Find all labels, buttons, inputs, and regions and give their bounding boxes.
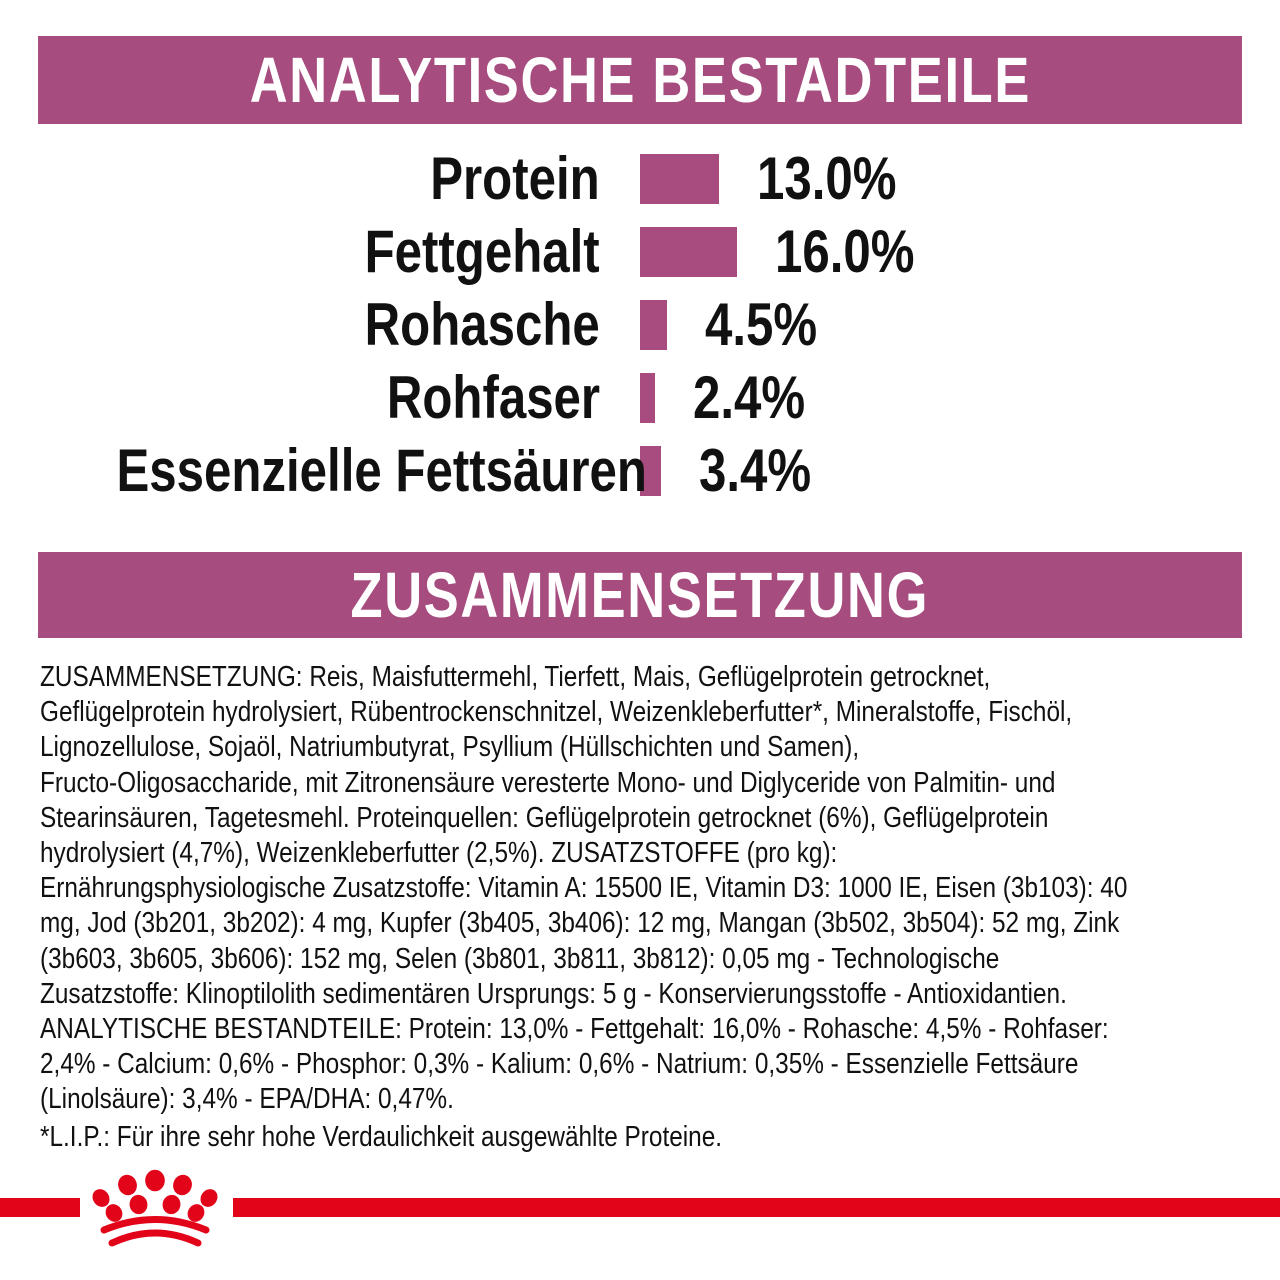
crown-paw-icon xyxy=(92,1169,218,1247)
chart-row: Rohasche 4.5% xyxy=(0,295,1280,355)
composition-text: ZUSAMMENSETZUNG: Reis, Maisfuttermehl, T… xyxy=(40,660,1270,1118)
composition-line: mg, Jod (3b201, 3b202): 4 mg, Kupfer (3b… xyxy=(40,907,1120,940)
chart-row: Protein 13.0% xyxy=(0,149,1280,209)
chart-row-bar xyxy=(640,300,668,350)
composition-line: Ernährungsphysiologische Zusatzstoffe: V… xyxy=(40,872,1128,905)
royal-canin-crown-logo xyxy=(90,1168,220,1250)
footer-red-line-left xyxy=(0,1198,80,1217)
chart-row-value: 13.0% xyxy=(756,145,897,212)
chart-row-bar xyxy=(640,154,719,204)
analytical-bar-chart: Protein 13.0% Fettgehalt 16.0% Rohasche … xyxy=(0,149,1280,519)
chart-row-value: 2.4% xyxy=(692,364,805,431)
chart-row-value: 16.0% xyxy=(775,218,915,285)
composition-line: Lignozellulose, Sojaöl, Natriumbutyrat, … xyxy=(40,731,860,764)
composition-line: Zusatzstoffe: Klinoptilolith sedimentäre… xyxy=(40,977,1067,1010)
composition-line: (Linolsäure): 3,4% - EPA/DHA: 0,47%. xyxy=(40,1083,454,1116)
analytical-banner: ANALYTISCHE BESTADTEILE xyxy=(38,36,1242,124)
chart-row-label: Protein xyxy=(430,145,600,212)
composition-line: ANALYTISCHE BESTANDTEILE: Protein: 13,0%… xyxy=(40,1013,1109,1046)
composition-line: Stearinsäuren, Tagetesmehl. Proteinquell… xyxy=(40,801,1049,834)
chart-row: Essenzielle Fettsäuren 3.4% xyxy=(0,441,1280,501)
chart-row: Rohfaser 2.4% xyxy=(0,368,1280,428)
chart-row-bar xyxy=(640,227,738,277)
composition-line: 2,4% - Calcium: 0,6% - Phosphor: 0,3% - … xyxy=(40,1048,1079,1081)
lip-footnote: *L.I.P.: Für ihre sehr hohe Verdaulichke… xyxy=(40,1121,723,1153)
composition-line: (3b603, 3b605, 3b606): 152 mg, Selen (3b… xyxy=(40,942,1000,975)
composition-line: hydrolysiert (4,7%), Weizenkleberfutter … xyxy=(40,837,838,870)
composition-line: ZUSAMMENSETZUNG: Reis, Maisfuttermehl, T… xyxy=(40,661,991,693)
analytical-title: ANALYTISCHE BESTADTEILE xyxy=(249,44,1031,116)
chart-row-bar xyxy=(640,446,661,496)
chart-row-value: 4.5% xyxy=(705,291,818,358)
composition-line: Geflügelprotein hydrolysiert, Rübentrock… xyxy=(40,696,1073,729)
composition-line: Fructo-Oligosaccharide, mit Zitronensäur… xyxy=(40,766,1056,799)
chart-row-label: Rohasche xyxy=(364,291,600,358)
chart-row-label: Essenzielle Fettsäuren xyxy=(116,437,647,504)
chart-row-label: Rohfaser xyxy=(386,364,600,431)
chart-row: Fettgehalt 16.0% xyxy=(0,222,1280,282)
chart-row-label: Fettgehalt xyxy=(364,218,600,285)
composition-banner: ZUSAMMENSETZUNG xyxy=(38,552,1242,638)
composition-title: ZUSAMMENSETZUNG xyxy=(350,559,930,631)
footer-red-line-right xyxy=(233,1198,1280,1217)
chart-row-value: 3.4% xyxy=(698,437,811,504)
chart-row-bar xyxy=(640,373,655,423)
